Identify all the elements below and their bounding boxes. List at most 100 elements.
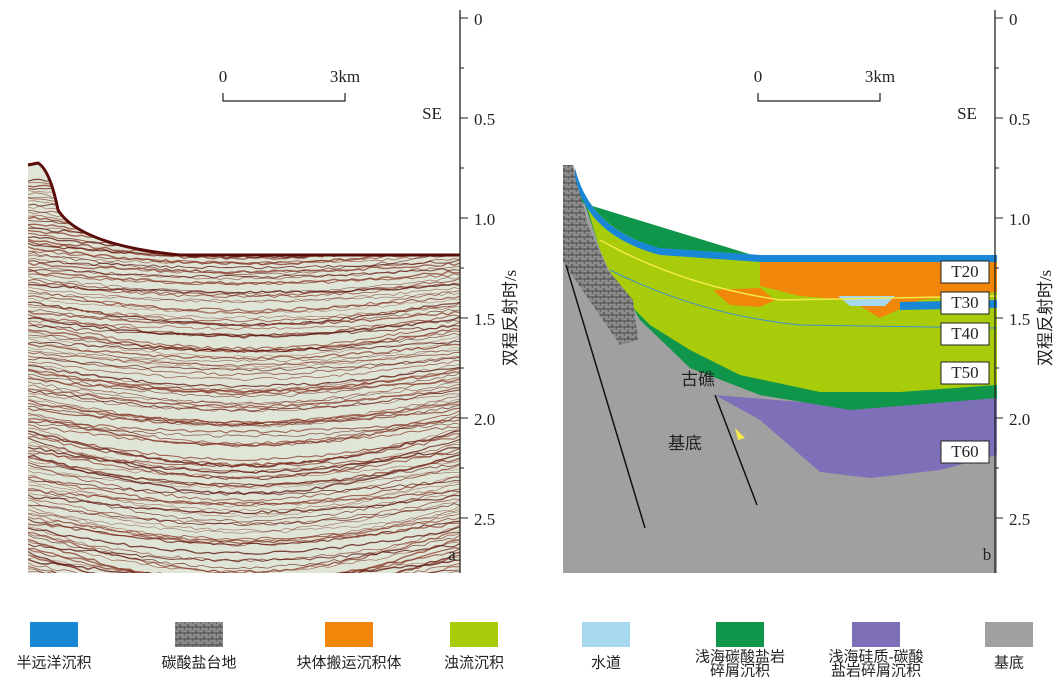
reflector	[28, 462, 460, 486]
legend-swatch	[985, 622, 1033, 647]
reflector	[28, 195, 460, 204]
reflector	[28, 421, 460, 438]
direction: SE	[957, 104, 977, 123]
scale-bar	[222, 93, 346, 102]
reflector	[28, 209, 460, 226]
reflector	[28, 210, 460, 227]
reflector	[28, 389, 460, 412]
reflector	[28, 325, 460, 337]
reflector	[28, 189, 460, 205]
reflector	[28, 524, 460, 573]
reflector	[28, 270, 460, 285]
reflector	[28, 499, 460, 532]
reflector	[28, 407, 460, 427]
reflector	[28, 182, 460, 191]
horizon-box	[940, 322, 990, 346]
horizon-label: T60	[951, 442, 978, 461]
direction: SE	[422, 104, 442, 123]
reflector	[28, 404, 460, 426]
legend-swatch	[716, 622, 764, 647]
reflector	[28, 478, 460, 496]
reflector	[28, 261, 460, 274]
reflector	[28, 355, 460, 376]
reflector	[28, 526, 460, 555]
reflector	[28, 470, 460, 487]
legend-swatch	[582, 622, 630, 647]
reflector	[28, 343, 460, 361]
reflector	[28, 254, 460, 266]
reflector	[28, 377, 460, 394]
axis-title: 双程反射时/s	[1036, 270, 1055, 366]
reflector	[28, 387, 460, 409]
reflector	[28, 578, 460, 608]
reflector	[28, 468, 460, 489]
reflector	[28, 365, 460, 388]
reflector	[28, 205, 460, 214]
reflector	[28, 178, 460, 186]
panel-label: a	[448, 545, 456, 564]
legend-label: 浅海碳酸盐岩	[695, 648, 785, 665]
reflector	[28, 349, 460, 362]
reflector	[28, 424, 460, 447]
reflector	[28, 197, 460, 214]
reflector	[28, 511, 460, 534]
reflector	[28, 540, 460, 573]
reflector	[28, 381, 460, 406]
reflector	[28, 184, 460, 194]
reflector	[28, 219, 460, 235]
reflector	[28, 319, 460, 330]
reflector	[28, 416, 460, 447]
reflector	[28, 295, 460, 312]
reflector	[28, 305, 460, 320]
axis-title: 双程反射时/s	[501, 270, 520, 366]
reflector	[28, 505, 460, 543]
tick-label: 0	[474, 10, 483, 29]
tick-label: 2.5	[474, 510, 495, 529]
reflector	[28, 292, 460, 303]
reflector	[28, 298, 460, 315]
legend-label: 浅海硅质-碳酸	[829, 648, 924, 665]
basement-label: 基底	[668, 434, 702, 453]
legend-label: 块体搬运沉积体	[296, 654, 401, 671]
panel-label: b	[983, 545, 992, 564]
reflector	[28, 286, 460, 304]
reflector	[28, 351, 460, 367]
reflector	[28, 268, 460, 279]
reflector	[28, 546, 460, 573]
legend-label: 碳酸盐台地	[161, 654, 236, 671]
tick-label: 1.0	[1009, 210, 1030, 229]
legend-swatch	[30, 622, 78, 647]
legend-label: 基底	[994, 654, 1024, 671]
tick-label: 1.5	[1009, 310, 1030, 329]
interpretation	[563, 165, 998, 573]
legend-swatch	[175, 622, 223, 647]
tick-label: 2.0	[1009, 410, 1030, 429]
reflector	[28, 346, 460, 371]
tick-label: 2.5	[1009, 510, 1030, 529]
reflector	[28, 570, 460, 573]
reflector	[28, 375, 460, 405]
reflector	[28, 522, 460, 544]
reflector	[28, 446, 460, 474]
reflector	[28, 481, 460, 508]
reflector	[28, 214, 460, 232]
tick-label: 0.5	[1009, 110, 1030, 129]
horizon-label: T40	[951, 324, 978, 343]
reflector	[28, 454, 460, 496]
horizon-label: T50	[951, 363, 978, 382]
scale-start: 0	[219, 67, 228, 86]
reflector	[28, 259, 460, 270]
legend-label: 水道	[591, 654, 621, 671]
reflector	[28, 187, 460, 198]
reflector	[28, 543, 460, 563]
horizon-label: T30	[951, 293, 978, 312]
reflector	[28, 340, 460, 353]
reflector	[28, 316, 460, 339]
reflector	[28, 356, 460, 372]
reflector	[28, 572, 460, 573]
scale-end: 3km	[330, 67, 360, 86]
horizon-box	[940, 361, 990, 385]
reflector	[28, 503, 460, 526]
tick-label: 2.0	[474, 410, 495, 429]
reef-label: 古礁	[681, 370, 715, 389]
